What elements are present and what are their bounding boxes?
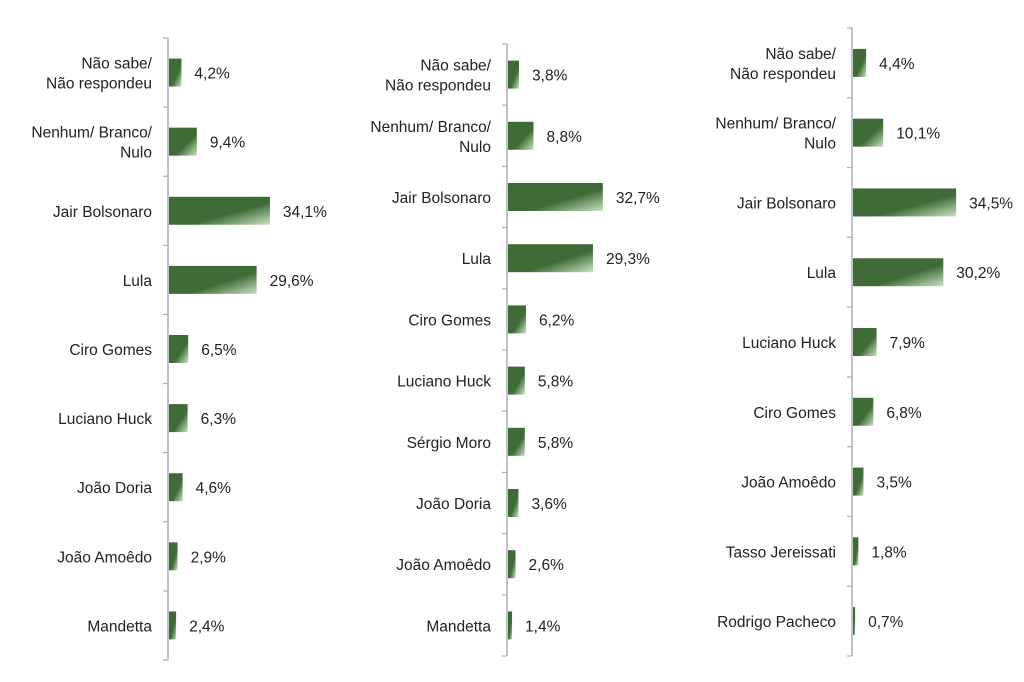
data-label: 4,6% bbox=[196, 480, 232, 497]
bar bbox=[169, 611, 177, 640]
bar bbox=[508, 611, 513, 640]
category-label: Não sabe/Não respondeu bbox=[46, 56, 153, 93]
bar bbox=[508, 60, 520, 89]
category-label: Jair Bolsonaro bbox=[737, 195, 836, 212]
bar bbox=[169, 58, 182, 87]
bar bbox=[508, 244, 593, 273]
bar bbox=[508, 550, 516, 579]
bar bbox=[169, 542, 178, 571]
data-label: 8,8% bbox=[547, 129, 583, 146]
category-label: Lula bbox=[123, 273, 153, 290]
data-label: 5,8% bbox=[538, 374, 574, 391]
bar bbox=[169, 127, 197, 156]
bar bbox=[508, 305, 526, 334]
data-label: 5,8% bbox=[538, 435, 574, 452]
chart-2: 3,8% Não sabe/Não respondeu 8,8% Nenhum/ Br… bbox=[370, 43, 660, 657]
data-label: 3,8% bbox=[532, 68, 568, 85]
category-label: Lula bbox=[462, 251, 492, 268]
category-label: Luciano Huck bbox=[58, 411, 152, 428]
bar bbox=[853, 467, 864, 496]
data-label: 29,6% bbox=[270, 273, 314, 290]
chart-1: 4,2% Não sabe/Não respondeu 9,4% Nenhum/ Br… bbox=[31, 37, 327, 661]
bar bbox=[169, 196, 270, 225]
category-label: Lula bbox=[807, 265, 837, 282]
data-label: 6,8% bbox=[886, 405, 922, 422]
data-label: 3,5% bbox=[876, 475, 912, 492]
category-label: Jair Bolsonaro bbox=[392, 190, 491, 207]
bar bbox=[853, 48, 867, 77]
data-label: 6,2% bbox=[539, 312, 575, 329]
bar bbox=[169, 404, 188, 433]
data-label: 2,9% bbox=[191, 549, 227, 566]
bar bbox=[853, 607, 856, 636]
bar bbox=[508, 121, 534, 150]
category-label: João Amoêdo bbox=[741, 475, 836, 492]
category-label: Ciro Gomes bbox=[408, 312, 491, 329]
category-label: João Doria bbox=[77, 480, 152, 497]
bar bbox=[169, 335, 189, 363]
category-label: Luciano Huck bbox=[742, 335, 836, 352]
category-label: Nenhum/ Branco/Nulo bbox=[715, 116, 836, 153]
category-label: Não sabe/Não respondeu bbox=[385, 58, 492, 95]
data-label: 6,3% bbox=[201, 411, 237, 428]
bar bbox=[508, 489, 519, 517]
bar bbox=[508, 427, 525, 456]
data-label: 29,3% bbox=[606, 251, 650, 268]
category-label: Jair Bolsonaro bbox=[53, 204, 152, 221]
data-label: 32,7% bbox=[616, 190, 660, 207]
category-label: Luciano Huck bbox=[397, 374, 491, 391]
data-label: 34,1% bbox=[283, 204, 327, 221]
category-label: Nenhum/ Branco/Nulo bbox=[370, 119, 491, 156]
bar bbox=[853, 118, 884, 147]
bar bbox=[508, 183, 603, 211]
bar bbox=[853, 328, 877, 356]
category-label: Mandetta bbox=[87, 618, 152, 635]
bar bbox=[169, 265, 257, 294]
category-label: Rodrigo Pacheco bbox=[717, 614, 836, 631]
data-label: 30,2% bbox=[956, 265, 1000, 282]
data-label: 1,4% bbox=[525, 618, 561, 635]
category-label: Sérgio Moro bbox=[407, 435, 491, 452]
data-label: 7,9% bbox=[890, 335, 926, 352]
bar bbox=[853, 537, 859, 566]
category-label: Não sabe/Não respondeu bbox=[730, 46, 837, 83]
data-label: 2,4% bbox=[189, 618, 225, 635]
data-label: 10,1% bbox=[896, 126, 940, 143]
bar bbox=[853, 188, 957, 217]
bar bbox=[169, 473, 183, 502]
data-label: 2,6% bbox=[529, 557, 565, 574]
data-label: 0,7% bbox=[868, 614, 904, 631]
data-label: 3,6% bbox=[531, 496, 567, 513]
category-label: João Amoêdo bbox=[57, 549, 152, 566]
chart-3: 4,4% Não sabe/Não respondeu 10,1% Nenhum/ B… bbox=[715, 27, 1013, 657]
data-label: 4,2% bbox=[194, 66, 230, 83]
data-label: 34,5% bbox=[969, 195, 1013, 212]
category-label: João Doria bbox=[416, 496, 491, 513]
data-label: 1,8% bbox=[871, 544, 907, 561]
bar bbox=[853, 397, 874, 426]
data-label: 9,4% bbox=[210, 135, 246, 152]
data-label: 6,5% bbox=[201, 342, 237, 359]
category-label: Ciro Gomes bbox=[69, 342, 152, 359]
data-label: 4,4% bbox=[879, 56, 915, 73]
category-label: Nenhum/ Branco/Nulo bbox=[31, 125, 152, 162]
category-label: João Amoêdo bbox=[396, 557, 491, 574]
bar bbox=[853, 258, 944, 287]
category-label: Ciro Gomes bbox=[753, 405, 836, 422]
category-label: Tasso Jereissati bbox=[726, 544, 836, 561]
bar bbox=[508, 366, 525, 395]
category-label: Mandetta bbox=[426, 618, 491, 635]
